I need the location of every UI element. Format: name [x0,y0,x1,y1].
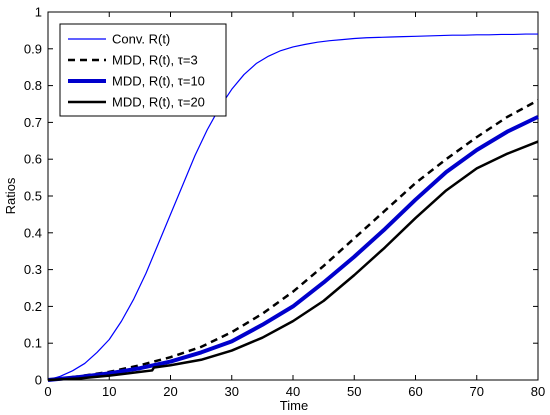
legend-label-4: MDD, R(t), τ=20 [112,95,205,110]
x-tick-label: 70 [470,384,484,399]
y-tick-label: 0.1 [24,336,42,351]
series-line-4 [47,140,539,382]
y-tick-label: 0.8 [24,78,42,93]
y-tick-label: 1 [35,5,42,20]
x-tick-label: 80 [531,384,545,399]
y-tick-label: 0.4 [24,225,42,240]
y-tick-label: 0.3 [24,262,42,277]
x-tick-label: 10 [102,384,116,399]
y-tick-label: 0.7 [24,115,42,130]
x-tick-label: 30 [225,384,239,399]
y-tick-label: 0.5 [24,189,42,204]
y-tick-label: 0.2 [24,299,42,314]
series-line-3 [47,115,539,382]
x-tick-label: 20 [163,384,177,399]
x-tick-label: 0 [44,384,51,399]
y-tick-label: 0 [35,373,42,388]
legend-label-2: MDD, R(t), τ=3 [112,53,198,68]
series-line-2 [47,99,539,382]
x-axis-label: Time [280,398,308,413]
y-axis-label: Ratios [3,177,18,214]
series-line-1 [47,33,538,381]
x-tick-label: 40 [286,384,300,399]
legend-label-3: MDD, R(t), τ=10 [112,74,205,89]
legend-label-1: Conv. R(t) [112,32,170,47]
x-tick-label: 60 [408,384,422,399]
y-tick-label: 0.6 [24,152,42,167]
x-tick-label: 50 [347,384,361,399]
y-tick-label: 0.9 [24,41,42,56]
